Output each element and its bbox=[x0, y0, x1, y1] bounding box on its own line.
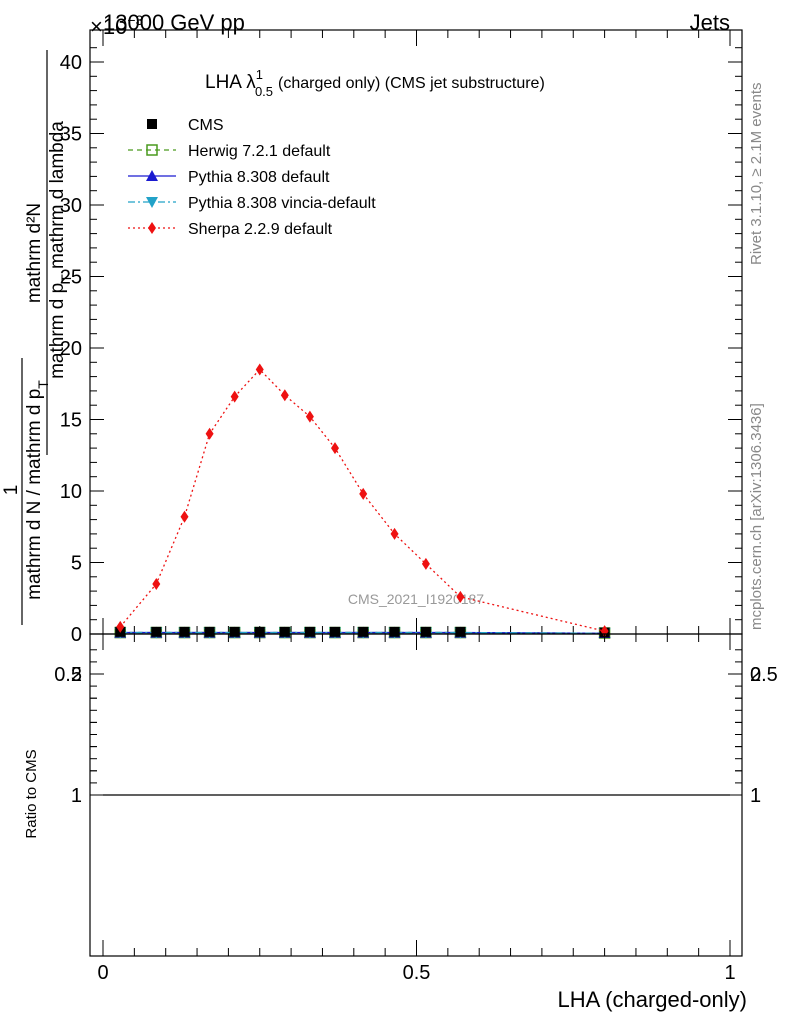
series-sherpa bbox=[116, 363, 609, 638]
energy-label: 13000 GeV pp bbox=[103, 10, 245, 35]
data-point-cms bbox=[254, 626, 265, 637]
main-ytick-label: 35 bbox=[60, 124, 82, 146]
data-point-sherpa bbox=[330, 442, 339, 455]
main-ytick-label: 5 bbox=[71, 553, 82, 575]
data-point-sherpa bbox=[255, 363, 264, 376]
ratio-xtick-label: 0.5 bbox=[403, 962, 431, 984]
watermark: CMS_2021_I1920187 bbox=[348, 591, 484, 607]
main-ytick-label: 0 bbox=[71, 624, 82, 646]
ratio-plot: 0.5 0.5 1 1 2 2 0 0.5 1 bbox=[54, 633, 778, 984]
legend-entry-sherpa: Sherpa 2.2.9 default bbox=[128, 221, 333, 238]
main-plot: 0 5 10 15 20 25 30 35 40 CMS_2021_I1920187 bbox=[60, 29, 743, 646]
ratio-frame bbox=[89, 633, 743, 957]
legend-marker bbox=[147, 119, 157, 129]
x-axis-label: LHA (charged-only) bbox=[557, 987, 747, 1012]
legend-label: Pythia 8.308 default bbox=[188, 169, 330, 186]
data-point-cms bbox=[420, 626, 431, 637]
ratio-ytick-label-right: 2 bbox=[750, 664, 761, 686]
legend-label: Pythia 8.308 vincia-default bbox=[188, 195, 376, 212]
data-point-cms bbox=[455, 626, 466, 637]
data-point-sherpa bbox=[230, 390, 239, 403]
plot-title: LHA λ1 0.5 (charged only) (CMS jet substru… bbox=[205, 67, 545, 99]
ratio-ytick-label: 0.5 bbox=[54, 664, 82, 686]
data-point-sherpa bbox=[359, 487, 368, 500]
ratio-xtick-label: 0 bbox=[97, 962, 108, 984]
data-point-cms bbox=[151, 626, 162, 637]
main-ytick-label: 10 bbox=[60, 481, 82, 503]
ratio-ytick-label-right: 1 bbox=[750, 785, 761, 807]
main-ylabel: mathrm d²N mathrm d pT mathrm d lambda 1… bbox=[1, 50, 74, 625]
rivet-label: Rivet 3.1.10, ≥ 2.1M events bbox=[748, 83, 765, 266]
legend: CMS Herwig 7.2.1 default Pythia 8.308 defa… bbox=[128, 117, 376, 238]
ratio-ylabel: Ratio to CMS bbox=[23, 749, 40, 838]
exponent-label: ×10−3 bbox=[90, 12, 144, 39]
data-point-cms bbox=[204, 626, 215, 637]
data-point-sherpa bbox=[180, 510, 189, 523]
data-point-sherpa bbox=[205, 427, 214, 440]
data-point-cms bbox=[389, 626, 400, 637]
svg-text:1: 1 bbox=[1, 485, 22, 496]
data-point-cms bbox=[358, 626, 369, 637]
legend-marker bbox=[146, 197, 158, 208]
data-point-cms bbox=[229, 626, 240, 637]
main-ytick-label: 40 bbox=[60, 52, 82, 74]
main-ytick-label: 30 bbox=[60, 195, 82, 217]
jets-label: Jets bbox=[690, 10, 730, 35]
main-ytick-label: 20 bbox=[60, 338, 82, 360]
legend-marker bbox=[146, 144, 158, 156]
legend-marker bbox=[148, 222, 156, 234]
legend-entry-vincia: Pythia 8.308 vincia-default bbox=[128, 195, 376, 212]
data-point-sherpa bbox=[280, 389, 289, 402]
data-point-cms bbox=[279, 626, 290, 637]
data-point-sherpa bbox=[116, 620, 125, 633]
legend-entry-cms: CMS bbox=[147, 117, 224, 134]
data-point-sherpa bbox=[421, 557, 430, 570]
main-ytick-label: 15 bbox=[60, 410, 82, 432]
data-point-sherpa bbox=[305, 410, 314, 423]
svg-text:mathrm d²N: mathrm d²N bbox=[24, 203, 45, 303]
legend-label: CMS bbox=[188, 117, 224, 134]
series-line-vincia bbox=[120, 631, 605, 634]
data-point-cms bbox=[179, 626, 190, 637]
main-ticks: 0 5 10 15 20 25 30 35 40 bbox=[60, 30, 742, 646]
ratio-xtick-label: 1 bbox=[724, 962, 735, 984]
data-point-sherpa bbox=[456, 590, 465, 603]
ratio-ytick-label-right: 0.5 bbox=[750, 664, 778, 686]
ratio-ytick-label: 1 bbox=[71, 785, 82, 807]
legend-label: Sherpa 2.2.9 default bbox=[188, 221, 333, 238]
ratio-ticks: 0.5 0.5 1 1 2 2 0 0.5 1 bbox=[54, 634, 778, 984]
mcplots-label: mcplots.cern.ch [arXiv:1306.3436] bbox=[748, 403, 765, 630]
ratio-ytick-label: 2 bbox=[71, 664, 82, 686]
svg-text:mathrm d N / mathrm d pT: mathrm d N / mathrm d pT bbox=[24, 380, 51, 600]
series-cms bbox=[115, 626, 610, 638]
svg-text:mathrm d pT mathrm d lambda: mathrm d pT mathrm d lambda bbox=[47, 121, 74, 379]
data-point-cms bbox=[329, 626, 340, 637]
main-ytick-label: 25 bbox=[60, 267, 82, 289]
legend-entry-herwig: Herwig 7.2.1 default bbox=[128, 143, 331, 160]
legend-marker bbox=[146, 170, 158, 181]
data-point-sherpa bbox=[152, 577, 161, 590]
data-point-sherpa bbox=[390, 527, 399, 540]
data-point-cms bbox=[304, 626, 315, 637]
legend-label: Herwig 7.2.1 default bbox=[188, 143, 331, 160]
legend-entry-pythia: Pythia 8.308 default bbox=[128, 169, 330, 186]
